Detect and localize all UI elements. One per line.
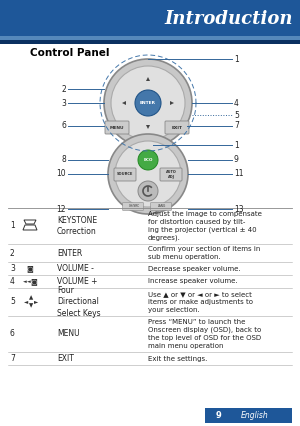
- Circle shape: [104, 59, 192, 147]
- Text: English: English: [241, 411, 269, 420]
- Circle shape: [135, 90, 161, 116]
- Text: ◙: ◙: [31, 278, 38, 285]
- Text: ENTER: ENTER: [140, 101, 156, 105]
- Text: 8: 8: [61, 155, 66, 164]
- Text: 6: 6: [61, 121, 66, 130]
- Text: 13: 13: [234, 204, 244, 213]
- FancyBboxPatch shape: [123, 203, 143, 210]
- FancyBboxPatch shape: [0, 40, 300, 44]
- Text: ◄: ◄: [24, 299, 28, 305]
- Text: 9: 9: [234, 155, 239, 164]
- Text: ◄: ◄: [23, 279, 27, 284]
- FancyBboxPatch shape: [165, 121, 189, 134]
- Text: ◙: ◙: [27, 265, 33, 272]
- Text: AUTO
ADJ: AUTO ADJ: [166, 170, 176, 179]
- Text: ECO: ECO: [143, 158, 153, 162]
- FancyBboxPatch shape: [105, 121, 129, 134]
- FancyBboxPatch shape: [160, 168, 182, 181]
- Text: MENU: MENU: [110, 126, 124, 130]
- Text: ◄: ◄: [27, 279, 31, 284]
- Text: 1: 1: [10, 222, 15, 230]
- Circle shape: [138, 181, 158, 201]
- Text: 5: 5: [10, 297, 15, 306]
- Text: Introduction: Introduction: [164, 10, 293, 28]
- Text: 2: 2: [61, 84, 66, 93]
- Text: ►: ►: [34, 299, 38, 305]
- Text: VOLUME -: VOLUME -: [57, 264, 94, 273]
- Text: Press “MENU” to launch the
Onscreen display (OSD), back to
the top level of OSD : Press “MENU” to launch the Onscreen disp…: [148, 319, 261, 349]
- Text: CH/SRC: CH/SRC: [128, 204, 140, 208]
- Polygon shape: [146, 77, 150, 81]
- Text: KEYSTONE
Correction: KEYSTONE Correction: [57, 216, 97, 236]
- Text: 1: 1: [234, 55, 239, 63]
- Text: Confirm your section of items in
sub menu operation.: Confirm your section of items in sub men…: [148, 246, 260, 260]
- Text: 4: 4: [10, 277, 15, 286]
- Text: 3: 3: [10, 264, 15, 273]
- Text: EXIT: EXIT: [172, 126, 182, 130]
- Text: Four
Directional
Select Keys: Four Directional Select Keys: [57, 286, 100, 318]
- FancyBboxPatch shape: [151, 203, 171, 210]
- Text: SOURCE: SOURCE: [117, 172, 133, 176]
- Text: 1: 1: [234, 141, 239, 150]
- Circle shape: [111, 66, 185, 140]
- Text: 5: 5: [234, 110, 239, 120]
- Text: Exit the settings.: Exit the settings.: [148, 356, 207, 362]
- Text: Decrease speaker volume.: Decrease speaker volume.: [148, 265, 241, 271]
- FancyBboxPatch shape: [0, 36, 300, 40]
- Polygon shape: [122, 101, 126, 105]
- Text: 6: 6: [10, 329, 15, 339]
- Text: Control Panel: Control Panel: [30, 48, 110, 58]
- Text: 11: 11: [234, 170, 244, 178]
- Text: Increase speaker volume.: Increase speaker volume.: [148, 279, 238, 285]
- Text: 7: 7: [234, 121, 239, 130]
- Text: VOLUME +: VOLUME +: [57, 277, 98, 286]
- Text: ▲: ▲: [29, 296, 33, 300]
- FancyBboxPatch shape: [205, 408, 292, 423]
- Text: MENU: MENU: [57, 329, 80, 339]
- Polygon shape: [146, 125, 150, 129]
- Text: ENTER: ENTER: [57, 248, 82, 257]
- Text: 10: 10: [56, 170, 66, 178]
- Text: 2: 2: [10, 248, 15, 257]
- Text: ▼: ▼: [29, 303, 33, 308]
- Circle shape: [138, 150, 158, 170]
- Text: EXIT: EXIT: [57, 354, 74, 363]
- Text: 9: 9: [215, 411, 221, 420]
- Text: Use ▲ or ▼ or ◄ or ► to select
items or make adjustments to
your selection.: Use ▲ or ▼ or ◄ or ► to select items or …: [148, 291, 253, 313]
- Text: 3: 3: [61, 98, 66, 107]
- Text: 4: 4: [234, 98, 239, 107]
- Polygon shape: [170, 101, 174, 105]
- Circle shape: [115, 141, 181, 207]
- Text: LANG: LANG: [158, 204, 166, 208]
- Text: 12: 12: [56, 204, 66, 213]
- Circle shape: [108, 134, 188, 214]
- FancyBboxPatch shape: [114, 168, 136, 181]
- FancyBboxPatch shape: [0, 0, 300, 36]
- Text: Adjust the image to compensate
for distortion caused by tilt-
ing the projector : Adjust the image to compensate for disto…: [148, 211, 262, 241]
- Text: 7: 7: [10, 354, 15, 363]
